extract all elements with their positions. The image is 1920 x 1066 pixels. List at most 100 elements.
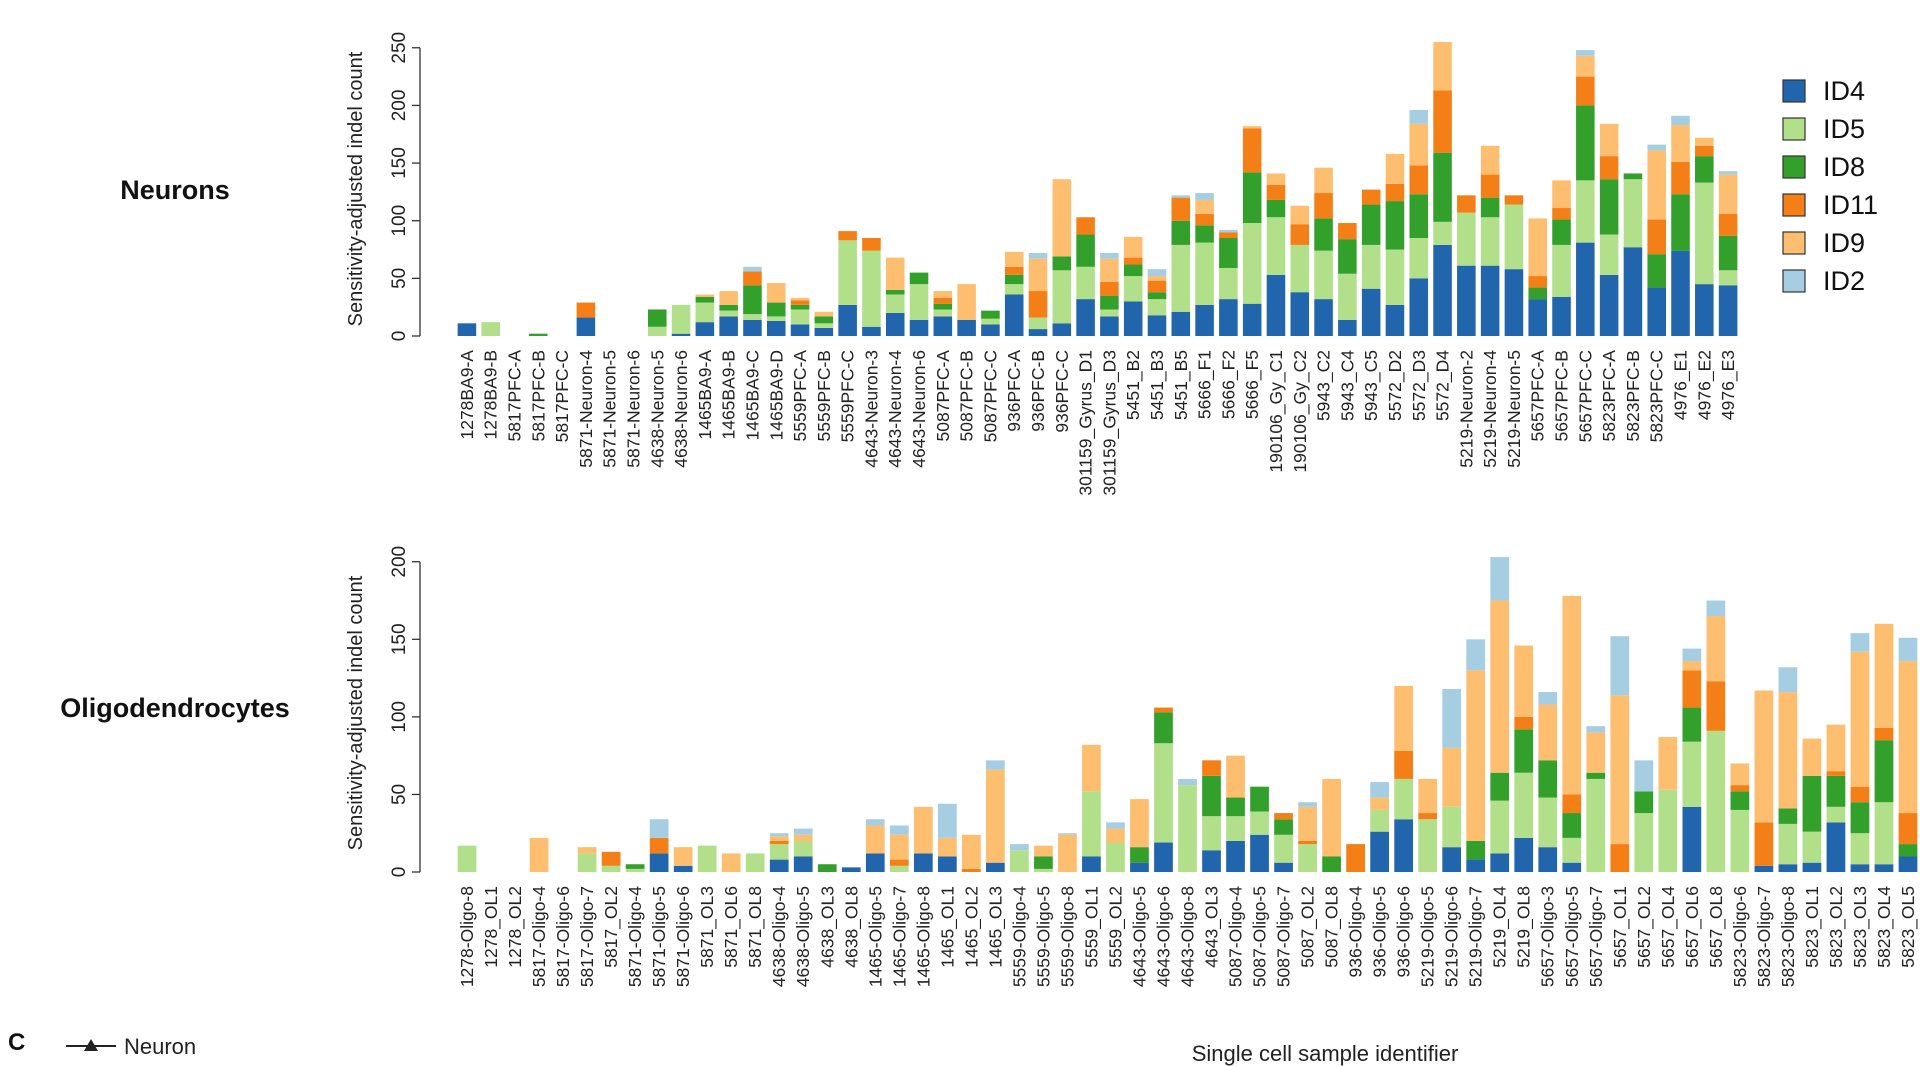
bar-neuron-5451-b2-id9: [1123, 236, 1143, 258]
bar-oligo-5219-oligo-7-id9: [1466, 670, 1486, 841]
bar-neuron-5666-f2-id8: [1219, 238, 1238, 268]
bar-oligo-5823-oligo-6-id5: [1730, 809, 1750, 872]
bar-neuron-1465ba9-b-id5: [719, 310, 738, 317]
bar-oligo-5559-oligo-4-id5: [1010, 850, 1029, 872]
bar-oligo-4643-oligo-6-id4: [1154, 842, 1173, 872]
bar-neuron-5943-c2-id8: [1314, 218, 1333, 251]
bar-oligo-5219-oligo-7-id4: [1466, 859, 1486, 872]
x-tick-label-oligo-5219-ol8: 5219_OL8: [1514, 886, 1535, 968]
bar-neuron-5823pfc-a-id9: [1599, 123, 1619, 157]
bar-oligo-1465-ol3-id2: [986, 760, 1005, 770]
bar-oligo-4638-oligo-4-id5: [769, 844, 789, 860]
bar-neuron-5219-neuron-5-id4: [1504, 269, 1524, 336]
x-tick-label-neuron-5871-neuron-4: 5871-Neuron-4: [576, 350, 596, 468]
x-tick-label-oligo-936-oligo-4: 936-Oligo-4: [1346, 886, 1366, 978]
x-tick-label-oligo-1465-ol3: 1465_OL3: [985, 886, 1006, 968]
bar-neuron-5657pfc-a-id8: [1528, 287, 1548, 300]
x-tick-label-neuron-4643-neuron-3: 4643-Neuron-3: [861, 350, 881, 468]
x-tick-label-neuron-5666-f1: 5666_F1: [1195, 350, 1216, 419]
bar-neuron-1465ba9-a-id5: [695, 302, 715, 323]
bar-oligo-5559-ol1-id9: [1082, 744, 1101, 792]
bar-oligo-5219-oligo-6-id4: [1442, 847, 1462, 872]
bar-oligo-5219-oligo-5-id9: [1418, 778, 1438, 814]
x-tick-label-oligo-5087-oligo-4: 5087-Oligo-4: [1226, 886, 1246, 987]
bar-oligo-5559-oligo-5-id8: [1034, 856, 1053, 869]
bar-oligo-4638-oligo-5-id4: [793, 856, 813, 872]
bar-oligo-5657-ol8-id9: [1706, 616, 1726, 682]
bar-neuron-5823pfc-b-id5: [1623, 179, 1643, 248]
bar-neuron-4643-neuron-6-id4: [909, 319, 929, 336]
x-tick-label-oligo-5823-oligo-8: 5823-Oligo-8: [1778, 886, 1798, 987]
bar-oligo-4643-ol3-id11: [1202, 760, 1221, 776]
bar-oligo-5823-oligo-8-id5: [1778, 823, 1798, 865]
bar-oligo-1465-oligo-7-id9: [889, 834, 909, 860]
x-tick-label-neuron-190106-gy-c1: 190106_Gy_C1: [1266, 350, 1287, 473]
bar-oligo-5087-oligo-7-id8: [1274, 819, 1293, 835]
bar-neuron-5666-f2-id11: [1219, 232, 1238, 238]
bar-oligo-5817-oligo-7-id9: [577, 847, 597, 854]
bar-oligo-5823-ol1-id9: [1802, 738, 1822, 776]
bar-neuron-1465ba9-a-id4: [695, 322, 715, 336]
bar-neuron-5871-neuron-4-id4: [576, 317, 596, 336]
bar-oligo-5657-oligo-7-id8: [1586, 772, 1606, 779]
bar-neuron-5559pfc-b-id8: [814, 316, 834, 324]
bar-neuron-936pfc-c-id9: [1052, 179, 1072, 257]
bar-neuron-5219-neuron-4-id9: [1480, 145, 1500, 175]
bar-oligo-4638-oligo-4-id4: [769, 859, 789, 872]
bar-oligo-5823-ol3-id4: [1850, 864, 1870, 872]
legend-swatch-id4: [1782, 79, 1806, 103]
bar-oligo-5823-ol4-id8: [1874, 740, 1894, 803]
bar-neuron-5657pfc-a-id4: [1528, 299, 1548, 336]
bar-neuron-4976-e1-id2: [1671, 115, 1690, 126]
bar-neuron-5559pfc-a-id9: [790, 297, 810, 301]
bar-oligo-5657-ol1-id2: [1610, 636, 1630, 696]
bar-neuron-5451-b5-id4: [1171, 311, 1191, 336]
bar-neuron-4638-neuron-5-id8: [647, 309, 667, 327]
x-tick-label-oligo-1465-oligo-8: 1465-Oligo-8: [913, 886, 933, 987]
bar-oligo-5657-oligo-3-id9: [1538, 704, 1558, 761]
bar-oligo-5087-oligo-4-id8: [1226, 797, 1245, 817]
bar-oligo-5823-ol1-id8: [1802, 775, 1822, 832]
bar-neuron-5087pfc-a-id11: [933, 297, 953, 304]
bar-neuron-5219-neuron-4-id11: [1480, 174, 1500, 198]
bar-neuron-5817pfc-b-id8: [529, 333, 548, 336]
bar-oligo-5087-ol8-id8: [1322, 856, 1341, 872]
bar-oligo-5087-oligo-5-id5: [1250, 811, 1269, 835]
bar-neuron-190106-gy-c1-id5: [1266, 217, 1286, 275]
bar-neuron-4643-neuron-4-id9: [885, 257, 905, 290]
x-tick-label-oligo-4643-ol3: 4643_OL3: [1202, 886, 1223, 968]
bar-neuron-5219-neuron-2-id11: [1457, 195, 1476, 213]
panel-c-legend-label: Neuron: [124, 1034, 196, 1059]
bar-oligo-1465-oligo-5-id9: [865, 825, 885, 854]
x-tick-label-neuron-5572-d2: 5572_D2: [1385, 350, 1406, 421]
bar-oligo-5219-oligo-6-id2: [1442, 688, 1462, 748]
bar-oligo-1465-oligo-7-id2: [889, 825, 909, 835]
x-tick-label-neuron-5219-neuron-5: 5219-Neuron-5: [1504, 350, 1524, 468]
bar-oligo-5871-oligo-4-id8: [625, 864, 645, 869]
bar-neuron-5666-f1-id2: [1195, 193, 1214, 200]
x-tick-label-oligo-5559-oligo-8: 5559-Oligo-8: [1057, 886, 1077, 987]
x-tick-label-neuron-4638-neuron-5: 4638-Neuron-5: [647, 350, 667, 468]
bar-oligo-4643-oligo-5-id8: [1130, 847, 1149, 863]
bar-oligo-5219-ol4-id8: [1490, 772, 1510, 801]
bar-neuron-5657pfc-b-id9: [1552, 180, 1571, 209]
bar-oligo-5871-oligo-6-id4: [673, 865, 693, 872]
bar-neuron-1278ba9-b-id5: [481, 322, 500, 336]
x-tick-label-oligo-5087-oligo-7: 5087-Oligo-7: [1274, 886, 1294, 987]
x-tick-label-neuron-1465ba9-a: 1465BA9-A: [695, 350, 715, 440]
bar-neuron-1465ba9-c-id11: [743, 271, 762, 286]
x-tick-label-oligo-5657-ol2: 5657_OL2: [1634, 886, 1655, 968]
bar-oligo-5817-oligo-4-id9: [529, 837, 549, 872]
bar-neuron-5451-b3-id5: [1147, 299, 1167, 316]
bar-neuron-5559pfc-b-id4: [814, 327, 834, 336]
x-tick-label-oligo-5087-ol8: 5087_OL8: [1322, 886, 1343, 968]
oligo-y-tick-label: 0: [389, 867, 410, 878]
bar-neuron-5657pfc-c-id8: [1576, 105, 1595, 181]
bar-oligo-5871-ol3-id5: [697, 845, 717, 872]
bar-oligo-4638-ol8-id4: [841, 867, 861, 872]
bar-oligo-5657-ol6-id2: [1682, 648, 1702, 662]
bar-neuron-5943-c2-id5: [1314, 250, 1333, 300]
bar-neuron-5666-f5-id5: [1242, 223, 1262, 304]
bar-neuron-5823pfc-b-id8: [1623, 173, 1643, 180]
bar-neuron-936pfc-c-id4: [1052, 323, 1072, 336]
